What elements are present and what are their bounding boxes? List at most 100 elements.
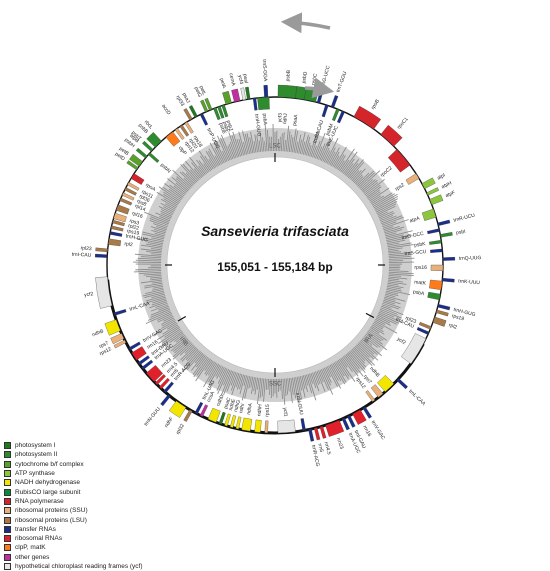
legend-item: ribosomal RNAs [4,534,214,543]
legend-item: ribosomal proteins (SSU) [4,506,214,515]
legend-item: photosystem II [4,450,214,459]
legend-swatch [4,563,11,570]
gene-label: rpoC1 [396,116,410,130]
legend-label: cytochrome b/f complex [15,461,84,468]
gene-label: accD [160,103,172,116]
gene-block [314,428,320,440]
gene-label: rrn23 [335,437,345,450]
gene-block [114,309,126,315]
gene-block [431,265,443,271]
gene-label: psbA [261,113,268,125]
gene-block [241,88,246,100]
legend-item: other genes [4,553,214,562]
gene-block [397,378,408,388]
gene-block [278,85,297,98]
gene-block [230,415,236,427]
legend-label: NADH dehydrogenase [15,479,80,486]
legend-swatch [4,526,11,533]
gene-block [255,420,262,433]
gene-block [430,249,442,253]
gene-label: ycf3 [277,113,283,123]
gene-block [116,205,129,214]
gene-label: trnV-GAC [370,420,387,442]
gene-block [231,89,240,102]
legend-item: transfer RNAs [4,525,214,534]
gene-block [111,226,123,231]
gene-block [222,91,231,104]
gene-label: rps2 [394,182,406,192]
gene-block [245,87,250,99]
gene-block [428,292,441,300]
gene-block [224,414,230,426]
gene-block [308,429,313,441]
legend-label: hypothetical chloroplast reading frames … [15,563,143,570]
gene-block [148,153,159,163]
gene-block [131,174,144,185]
gene-block [301,418,306,430]
gene-label: rpl2 [448,322,458,330]
gene-label: trnR-UCU [453,212,476,223]
gene-block [440,232,452,237]
gene-block [366,390,375,401]
legend-swatch [4,517,11,524]
gene-block [422,178,435,189]
gene-label: petA [218,77,227,89]
gene-block [278,420,296,433]
gene-label: rpl32 [175,423,186,436]
gene-label: ndhA [246,402,254,415]
gene-block [377,375,393,391]
gene-label: cemA [227,73,236,87]
gene-block [257,97,269,110]
gene-label: psbC [311,73,319,86]
gene-block [320,426,326,438]
genome-size: 155,051 - 155,184 bp [217,260,332,274]
legend-swatch [4,489,11,496]
gene-label: ycf2 [396,336,407,346]
gene-block [436,310,448,316]
legend-label: clpP, matK [15,544,46,551]
gene-block [331,95,338,107]
gene-block [442,278,454,282]
gene-label: trnK-UUU [458,278,480,286]
gene-label: ndhB [91,328,105,338]
legend-item: hypothetical chloroplast reading frames … [4,562,214,571]
legend-item: ribosomal proteins (LSU) [4,515,214,524]
gene-label: trnL-CAA [407,389,427,408]
legend-item: ATP synthase [4,469,214,478]
gene-block [219,412,226,424]
gene-label: ycf1 [282,407,289,417]
gene-block [253,98,257,110]
legend-label: ATP synthase [15,470,55,477]
gene-block [406,174,419,185]
gene-block [110,232,122,237]
gene-block [332,109,339,121]
gene-block [417,327,429,334]
gene-block [136,148,147,158]
gene-block [236,417,241,429]
gene-block [427,229,439,234]
gene-label: trnI-CAU [72,252,92,259]
gene-block [184,410,193,422]
gene-block [108,239,121,246]
gene-label: atpI [436,172,446,181]
legend-label: ribosomal RNAs [15,535,62,542]
gene-label: atpA [409,215,421,224]
direction-arrow-outer [285,22,330,28]
legend-swatch [4,507,11,514]
gc-content-bar [133,262,161,263]
gene-block [438,220,450,226]
gene-block [443,257,455,260]
gene-block [419,322,431,329]
gene-block [265,421,268,433]
gene-label: ndhH [256,404,263,417]
legend-swatch [4,498,11,505]
gene-block [429,280,442,290]
gene-block [342,418,350,430]
legend-item: NADH dehydrogenase [4,478,214,487]
legend-swatch [4,554,11,561]
legend-label: ribosomal proteins (SSU) [15,507,88,514]
gene-label: trnN-GUU [143,406,162,427]
legend-label: RNA polymerase [15,498,64,505]
gene-block [169,401,186,418]
gene-label: matK [414,279,427,286]
